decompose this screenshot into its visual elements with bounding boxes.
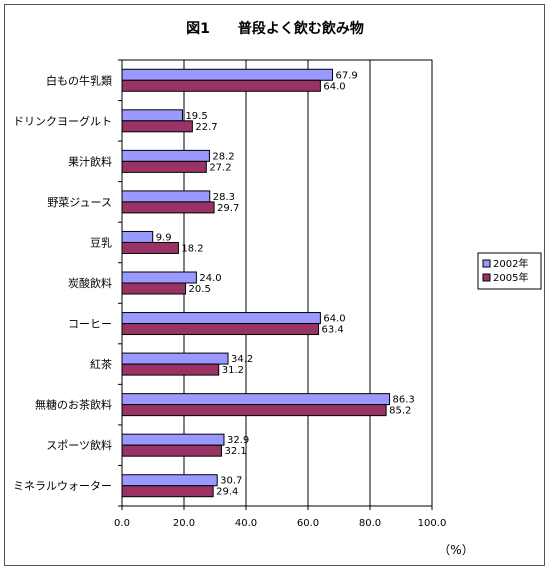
data-label: 64.0	[323, 81, 345, 92]
x-tick-label: 0.0	[114, 518, 130, 529]
data-label: 20.5	[189, 284, 211, 295]
data-label: 24.0	[199, 273, 221, 284]
legend-swatch	[482, 259, 491, 268]
data-label: 18.2	[181, 243, 203, 254]
data-label: 27.2	[209, 162, 231, 173]
bar-series1	[121, 68, 333, 81]
data-label: 34.2	[231, 354, 253, 365]
data-label: 31.2	[222, 365, 244, 376]
data-label: 29.7	[217, 203, 239, 214]
data-label: 28.3	[213, 192, 235, 203]
category-label: 白もの牛乳類	[46, 73, 112, 87]
bar-series1	[121, 312, 321, 325]
bar-series2	[121, 282, 187, 295]
bar-series2	[121, 363, 220, 376]
bar-series2	[121, 79, 321, 92]
data-label: 28.2	[212, 151, 234, 162]
bar-series1	[121, 352, 229, 365]
bar-series1	[121, 109, 183, 122]
bar-series1	[121, 190, 211, 203]
bar-series2	[121, 201, 215, 214]
category-label: ミネラルウォーター	[13, 480, 112, 493]
bar-series1	[121, 474, 218, 487]
category-label: 豆乳	[90, 236, 112, 249]
bar-series2	[121, 444, 223, 457]
category-label: コーヒー	[68, 318, 112, 331]
bar-series2	[121, 160, 207, 173]
bar-series2	[121, 404, 387, 417]
data-label: 32.9	[227, 435, 249, 446]
data-label: 63.4	[322, 325, 344, 336]
data-label: 64.0	[323, 314, 345, 325]
data-label: 19.5	[185, 111, 207, 122]
bar-series2	[121, 485, 214, 498]
legend-label: 2005年	[493, 271, 528, 284]
category-label: 野菜ジュース	[47, 196, 112, 209]
x-tick-label: 40.0	[235, 518, 257, 529]
bar-series2	[121, 241, 179, 254]
legend	[477, 252, 542, 290]
data-label: 30.7	[220, 476, 242, 487]
category-label: 炭酸飲料	[68, 276, 112, 290]
data-label: 86.3	[393, 395, 415, 406]
category-label: 無糖のお茶飲料	[35, 398, 112, 412]
data-label: 85.2	[389, 406, 411, 417]
bar-series1	[121, 230, 154, 243]
legend-label: 2002年	[493, 257, 528, 270]
bar-series1	[121, 149, 210, 162]
data-label: 29.4	[216, 487, 238, 498]
data-label: 67.9	[335, 70, 357, 81]
data-label: 22.7	[195, 122, 217, 133]
bar-series1	[121, 271, 197, 284]
category-label: 果汁飲料	[68, 154, 112, 168]
bar-series1	[121, 433, 225, 446]
x-tick-label: 20.0	[173, 518, 195, 529]
bar-series2	[121, 120, 193, 133]
category-label: ドリンクヨーグルト	[13, 114, 112, 128]
legend-swatch	[482, 273, 491, 282]
unit-label: （%）	[438, 543, 473, 557]
category-label: スポーツ飲料	[46, 438, 112, 452]
chart-title: 図1 普段よく飲む飲み物	[186, 20, 364, 37]
data-label: 9.9	[156, 232, 172, 243]
x-tick-label: 60.0	[297, 518, 319, 529]
x-tick-label: 80.0	[359, 518, 381, 529]
data-label: 32.1	[225, 446, 247, 457]
bar-series1	[121, 393, 391, 406]
bar-series2	[121, 323, 320, 336]
x-tick-label: 100.0	[418, 518, 447, 529]
category-label: 紅茶	[90, 358, 112, 371]
